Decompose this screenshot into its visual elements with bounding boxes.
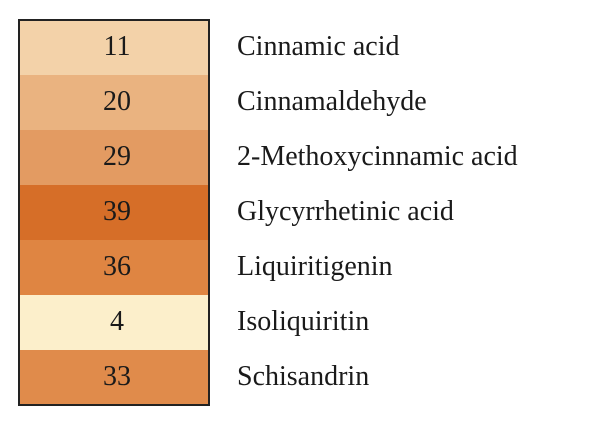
row-label: Glycyrrhetinic acid <box>237 196 454 227</box>
cell <box>19 240 209 296</box>
cell-value: 11 <box>104 31 131 62</box>
cell <box>19 350 209 406</box>
cell-value: 4 <box>110 306 124 337</box>
row-label: Cinnamaldehyde <box>237 86 427 117</box>
cell <box>19 295 209 351</box>
cell-value: 33 <box>103 361 131 392</box>
row-label: Schisandrin <box>237 361 369 392</box>
row-label: Cinnamic acid <box>237 31 400 62</box>
cell-value: 20 <box>103 86 131 117</box>
row-label: Isoliquiritin <box>237 306 369 337</box>
cell <box>19 75 209 131</box>
row-label: Liquiritigenin <box>237 251 393 282</box>
frame <box>18 19 210 406</box>
rows: 11 Cinnamic acid 20 Cinnamaldehyde 29 2-Metho… <box>19 20 518 406</box>
cell-value: 39 <box>103 196 131 227</box>
row-label: 2-Methoxycinnamic acid <box>237 141 518 172</box>
cell <box>19 185 209 241</box>
cell <box>19 130 209 186</box>
cell-value: 36 <box>103 251 131 282</box>
cell <box>19 20 209 76</box>
cell-value: 29 <box>103 141 131 172</box>
